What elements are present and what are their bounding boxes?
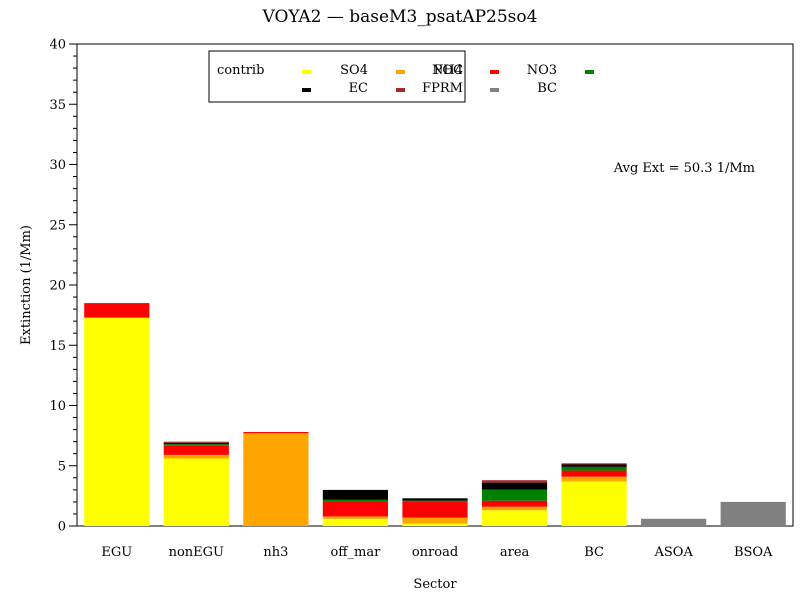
bar-segment-area-NH4 (481, 506, 548, 511)
bar-segment-nh3-NO3 (243, 432, 309, 434)
legend-marker-NO3 (490, 70, 499, 74)
bar-segment-EGU-SO4 (84, 317, 150, 526)
x-tick-label-EGU: EGU (101, 545, 132, 560)
bar-segment-BC-SO4 (561, 481, 627, 526)
x-tick-label-ASOA: ASOA (654, 545, 694, 560)
bar-segment-BC-POC (561, 467, 627, 471)
bar-segment-EGU-NO3 (84, 303, 150, 318)
y-axis: 0 5 10 15 20 25 30 35 40 (49, 38, 77, 535)
x-tick-label-off_mar: off_mar (330, 545, 381, 560)
legend-label-NH4: NH4 (432, 63, 463, 78)
legend-label-FPRM: FPRM (422, 81, 463, 96)
legend-marker-BC (490, 88, 499, 92)
bar-segment-area-POC (481, 489, 548, 501)
avg-extinction-annotation: Avg Ext = 50.3 1/Mm (613, 161, 755, 176)
y-tick-label: 35 (49, 98, 66, 113)
x-tick-label-area: area (500, 545, 530, 560)
bar-segment-BC-NO3 (561, 470, 627, 477)
bar-segment-BC-EC (561, 464, 627, 467)
legend-marker-FPRM (396, 88, 405, 92)
x-tick-label-nonEGU: nonEGU (169, 545, 224, 560)
bar-segment-nonEGU-POC (163, 444, 229, 446)
bar-segment-BC-FPRM (561, 463, 627, 465)
x-axis-label: Sector (413, 577, 457, 592)
legend-label-SO4: SO4 (340, 63, 368, 78)
legend-label-NO3: NO3 (527, 63, 557, 78)
bar-segment-nonEGU-FPRM (163, 441, 229, 443)
legend-label-EC: EC (349, 81, 368, 96)
bars-group (84, 303, 786, 526)
legend-label-BC: BC (537, 81, 557, 96)
legend-marker-POC (585, 70, 594, 74)
y-tick-label: 40 (49, 38, 66, 53)
legend-box (208, 50, 466, 103)
y-tick-label: 5 (58, 459, 66, 474)
chart-title: VOYA2 — baseM3_psatAP25so4 (262, 7, 538, 27)
bar-segment-area-SO4 (481, 510, 548, 526)
bar-segment-nh3-NH4 (243, 433, 309, 526)
x-tick-label-BSOA: BSOA (734, 545, 773, 560)
x-tick-label-onroad: onroad (412, 545, 458, 560)
bar-segment-area-NO3 (481, 500, 548, 507)
bar-segment-area-FPRM (481, 480, 548, 483)
y-axis-label: Extinction (1/Mm) (19, 225, 34, 345)
bar-segment-nonEGU-SO4 (163, 458, 229, 526)
x-tick-label-BC: BC (584, 545, 604, 560)
bar-segment-BSOA-BC (720, 501, 786, 526)
bar-segment-ASOA-BC (641, 518, 707, 526)
bar-segment-nonEGU-NO3 (163, 445, 229, 455)
bar-segment-onroad-POC (402, 500, 468, 502)
y-tick-label: 10 (49, 399, 66, 414)
legend-marker-SO4 (302, 70, 311, 74)
y-tick-label: 30 (49, 158, 66, 173)
bar-segment-area-EC (481, 482, 548, 490)
x-tick-label-nh3: nh3 (263, 545, 288, 560)
y-tick-label: 0 (58, 520, 66, 535)
bar-segment-onroad-NO3 (402, 501, 468, 518)
bar-segment-off_mar-EC (322, 489, 388, 500)
legend: contrib SO4 NH4 NO3 POC EC FPRM BC (208, 50, 594, 103)
bar-segment-off_mar-SO4 (322, 518, 388, 526)
y-tick-label: 20 (49, 279, 66, 294)
legend-marker-EC (302, 88, 311, 92)
legend-title: contrib (217, 63, 264, 78)
bar-segment-off_mar-NH4 (322, 516, 388, 519)
y-tick-label: 25 (49, 218, 66, 233)
bar-segment-nonEGU-EC (163, 442, 229, 445)
bar-segment-off_mar-POC (322, 499, 388, 502)
bar-segment-onroad-EC (402, 498, 468, 501)
bar-segment-onroad-SO4 (402, 523, 468, 526)
x-axis: EGU nonEGU nh3 off_mar onroad area BC ASOA BSOA (101, 545, 773, 560)
legend-marker-NH4 (396, 70, 405, 74)
bar-segment-off_mar-NO3 (322, 501, 388, 517)
bar-segment-onroad-NH4 (402, 517, 468, 524)
y-tick-label: 15 (49, 339, 66, 354)
bar-segment-nonEGU-NH4 (163, 454, 229, 459)
legend-label-POC: POC (434, 63, 463, 78)
bar-segment-BC-NH4 (561, 476, 627, 482)
